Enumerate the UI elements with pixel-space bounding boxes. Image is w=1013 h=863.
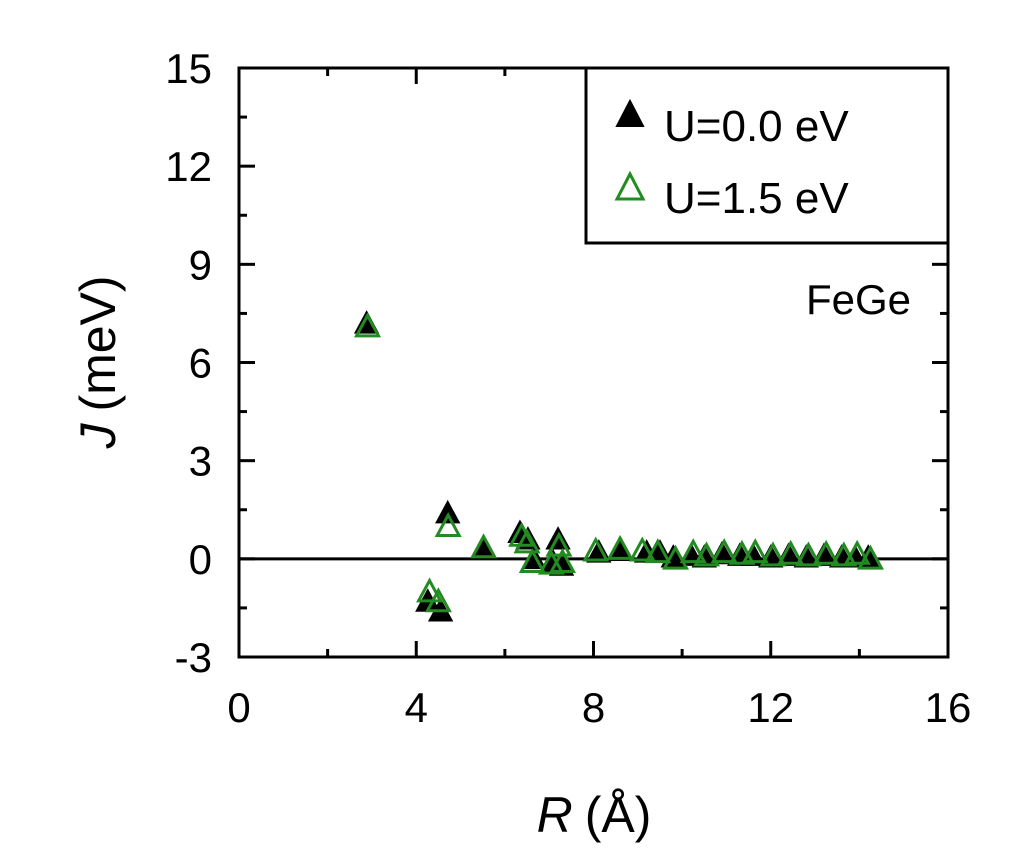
data-point-u0 (435, 499, 461, 524)
legend-marker-open-triangle (614, 170, 646, 201)
y-tick-label: 12 (165, 143, 212, 190)
data-point-u15 (416, 577, 444, 603)
data-point-u15 (513, 528, 541, 554)
legend-box (584, 66, 950, 245)
y-tick-label: 0 (189, 536, 212, 583)
legend-label-series-2: U=1.5 eV (664, 174, 849, 223)
data-point-u15 (741, 538, 769, 564)
x-tick-label: 0 (227, 684, 250, 731)
y-axis-unit: (meV) (70, 275, 126, 411)
data-point-u15 (812, 539, 840, 565)
data-point-u15 (606, 534, 634, 560)
data-point-u15 (843, 539, 871, 565)
data-point-u15 (692, 541, 721, 567)
y-axis-title: J (meV) (70, 275, 126, 449)
x-tick-labels: 0 4 8 12 16 (227, 684, 971, 731)
data-point-u15 (777, 539, 805, 565)
material-annotation: FeGe (806, 276, 911, 323)
y-tick-label: 6 (189, 340, 212, 387)
x-axis-title: R (Å) (537, 787, 652, 843)
x-tick-label: 16 (925, 684, 972, 731)
x-axis-unit: (Å) (585, 787, 652, 843)
x-axis-symbol: R (537, 787, 573, 843)
legend-label-series-1: U=0.0 eV (664, 102, 849, 151)
data-point-u15 (508, 521, 536, 547)
y-axis-symbol: J (70, 423, 126, 450)
data-point-u15 (353, 312, 382, 338)
data-point-u15 (759, 541, 787, 567)
y-tick-labels: -3 0 3 6 9 12 15 (165, 45, 212, 681)
data-point-u15 (424, 587, 452, 613)
data-point-u15 (628, 536, 656, 562)
data-point-u15 (794, 541, 822, 567)
data-point-u15 (518, 547, 546, 573)
data-point-u15 (644, 538, 672, 564)
data-point-u15 (434, 511, 462, 537)
data-point-u15 (661, 544, 689, 570)
y-tick-label: 15 (165, 45, 212, 92)
data-point-u15 (679, 538, 707, 564)
data-point-u15 (710, 538, 738, 564)
y-tick-label: 3 (189, 438, 212, 485)
x-tick-label: 8 (582, 684, 605, 731)
data-points (353, 310, 884, 622)
x-tick-label: 12 (747, 684, 794, 731)
legend: U=0.0 eV U=1.5 eV (584, 66, 950, 245)
y-tick-label: 9 (189, 241, 212, 288)
data-point-u15 (548, 547, 576, 573)
data-point-u15 (856, 544, 884, 570)
y-tick-label: -3 (175, 634, 212, 681)
data-point-u15 (470, 533, 498, 559)
legend-marker-filled-triangle (615, 98, 645, 127)
x-tick-label: 4 (405, 684, 428, 731)
data-point-u15 (582, 536, 610, 562)
